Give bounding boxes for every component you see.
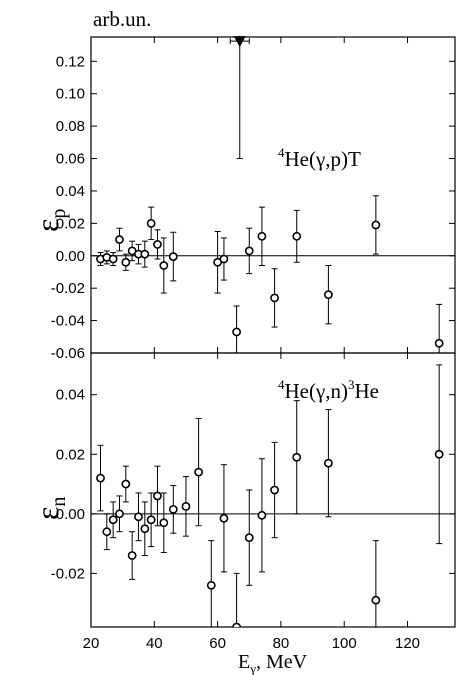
lower-annotation-sup2: 3 [348,377,355,392]
upper-annotation-text: He(γ,p)T [285,147,362,171]
upper-data-point [232,327,241,337]
lower-data-point [153,491,162,501]
lower-panel-frame [90,352,456,628]
upper-ytick-label: -0.04 [51,313,85,330]
lower-data-point [159,518,169,528]
lower-data-point [121,479,131,489]
xtick-label: 20 [83,635,100,652]
lower-data-point [115,509,124,519]
lower-data-point [140,524,150,534]
xtick-label: 80 [273,635,290,652]
upper-data-point [244,246,254,256]
upper-ytick-label: 0.00 [56,248,85,265]
lower-data-point [323,458,333,468]
upper-ytick-label: 0.10 [56,86,85,103]
x-axis-label-main: E [238,651,250,673]
lower-data-point [108,515,118,525]
upper-data-point [323,290,333,300]
lower-ytick-label: 0.00 [56,506,85,523]
xtick-label: 120 [395,635,420,652]
lower-data-point [232,622,241,627]
lower-annotation-text2: He [355,379,380,403]
lower-data-point [146,515,156,525]
lower-annotation-sup: 4 [278,377,285,392]
upper-data-points [96,195,444,353]
upper-data-point [121,257,131,267]
upper-data-point [168,252,178,261]
x-axis-label: Eγ, MeV [238,651,308,675]
lower-ylabel-sub: n [48,497,70,507]
lower-ylabel: εn [29,497,70,520]
x-axis-label-unit: , MeV [256,651,308,673]
upper-data-point [371,220,381,230]
upper-ytick-label: 0.02 [56,215,85,232]
xtick-label: 40 [146,635,163,652]
lower-data-point [127,551,137,560]
upper-data-point [108,254,118,264]
lower-data-point [292,452,302,462]
lower-data-point [270,485,279,495]
unit-label: arb.un. [93,7,151,31]
lower-data-point [219,513,229,523]
upper-ylabel: εp [29,209,70,232]
lower-data-point [434,449,444,459]
upper-data-point [292,231,302,241]
lower-data-point [257,510,267,520]
upper-data-point [153,240,162,249]
upper-ytick-label: -0.02 [51,280,85,297]
x-axis-label-sub: γ [249,661,256,675]
lower-data-point [102,527,112,537]
lower-data-point [96,473,105,483]
upper-ytick-label: 0.08 [56,118,85,135]
lower-data-points [96,364,444,627]
upper-data-point [146,218,156,228]
lower-ytick-label: 0.02 [56,446,85,463]
upper-ytick-label: 0.06 [56,151,85,168]
lower-data-point [244,533,254,543]
lower-data-point [371,595,381,605]
upper-data-point [115,235,124,244]
upper-data-point [140,249,150,259]
upper-ytick-label: 0.04 [56,183,85,200]
lower-data-point [168,504,178,514]
lower-annotation-text: He(γ,n) [285,379,349,403]
upper-data-point [270,293,279,303]
lower-data-point [194,467,204,477]
upper-data-point [159,261,169,270]
lower-ytick-label: 0.04 [56,387,85,404]
upper-ylabel-main: ε [29,219,65,232]
upper-ytick-label: -0.06 [51,345,85,362]
upper-data-point [219,254,229,264]
upper-ytick-label: 0.12 [56,53,85,70]
lower-data-point [134,512,143,522]
upper-ylabel-sub: p [48,209,70,219]
lower-ytick-label: -0.02 [51,565,85,582]
xtick-label: 100 [332,635,357,652]
upper-annotation-sup: 4 [278,145,285,160]
upper-data-point [434,338,444,348]
upper-reaction-annotation: 4He(γ,p)T [278,145,361,171]
upper-data-point [257,231,267,241]
lower-ylabel-main: ε [29,507,65,520]
upper-panel-frame [90,36,456,354]
lower-data-point [181,501,191,511]
lower-data-point [206,580,216,590]
lower-reaction-annotation: 4He(γ,n)3He [278,377,379,403]
xtick-label: 60 [209,635,226,652]
upper-special-triangle-point [233,36,246,48]
